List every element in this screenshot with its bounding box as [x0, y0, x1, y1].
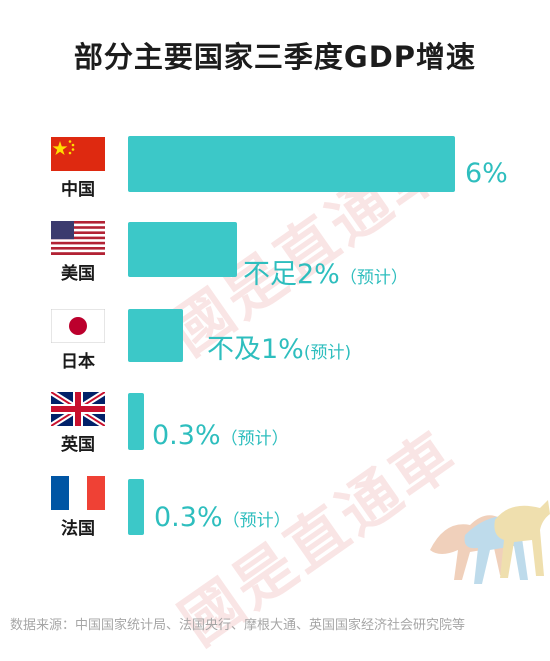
data-label-usa: 不足2%（预计） — [243, 252, 408, 291]
country-usa: 美国 — [50, 221, 106, 284]
china-flag-icon — [51, 137, 105, 171]
data-label-note: （预计） — [339, 268, 408, 288]
data-label-note: （预计） — [220, 429, 289, 449]
data-label-value: 不及1% — [207, 334, 304, 365]
data-label-value: 6% — [465, 158, 508, 189]
country-name: 法国 — [61, 519, 95, 539]
bar-china — [128, 136, 455, 192]
country-uk: 英国 — [50, 392, 106, 455]
bar-usa — [128, 222, 237, 277]
country-japan: 日本 — [50, 309, 106, 372]
uk-flag-icon — [51, 392, 105, 426]
data-label-france: 0.3%（预计） — [154, 502, 291, 533]
country-france: 法国 — [50, 476, 106, 539]
country-name: 中国 — [61, 180, 95, 200]
bar-japan — [128, 309, 183, 362]
source-note: 数据来源：中国国家统计局、法国央行、摩根大通、英国国家经济社会研究院等 — [10, 618, 466, 633]
france-flag-icon — [51, 476, 105, 510]
country-name: 美国 — [61, 264, 95, 284]
horse-racing-graphic — [430, 500, 550, 584]
data-label-note: (预计) — [303, 343, 352, 363]
data-label-china: 6% — [465, 158, 508, 189]
data-label-uk: 0.3%（预计） — [152, 420, 289, 451]
bar-uk — [128, 393, 144, 450]
country-china: 中国 — [50, 137, 106, 200]
data-label-value: 0.3% — [154, 502, 223, 533]
country-name: 英国 — [61, 435, 95, 455]
japan-flag-icon — [51, 309, 105, 343]
country-name: 日本 — [61, 352, 95, 372]
data-label-value: 0.3% — [152, 420, 221, 451]
bar-france — [128, 479, 144, 535]
data-label-value: 不足2% — [243, 259, 340, 290]
usa-flag-icon — [51, 221, 105, 255]
chart-title: 部分主要国家三季度GDP增速 — [73, 40, 477, 74]
data-label-note: （预计） — [222, 511, 291, 531]
data-label-japan: 不及1%(预计) — [207, 327, 351, 366]
